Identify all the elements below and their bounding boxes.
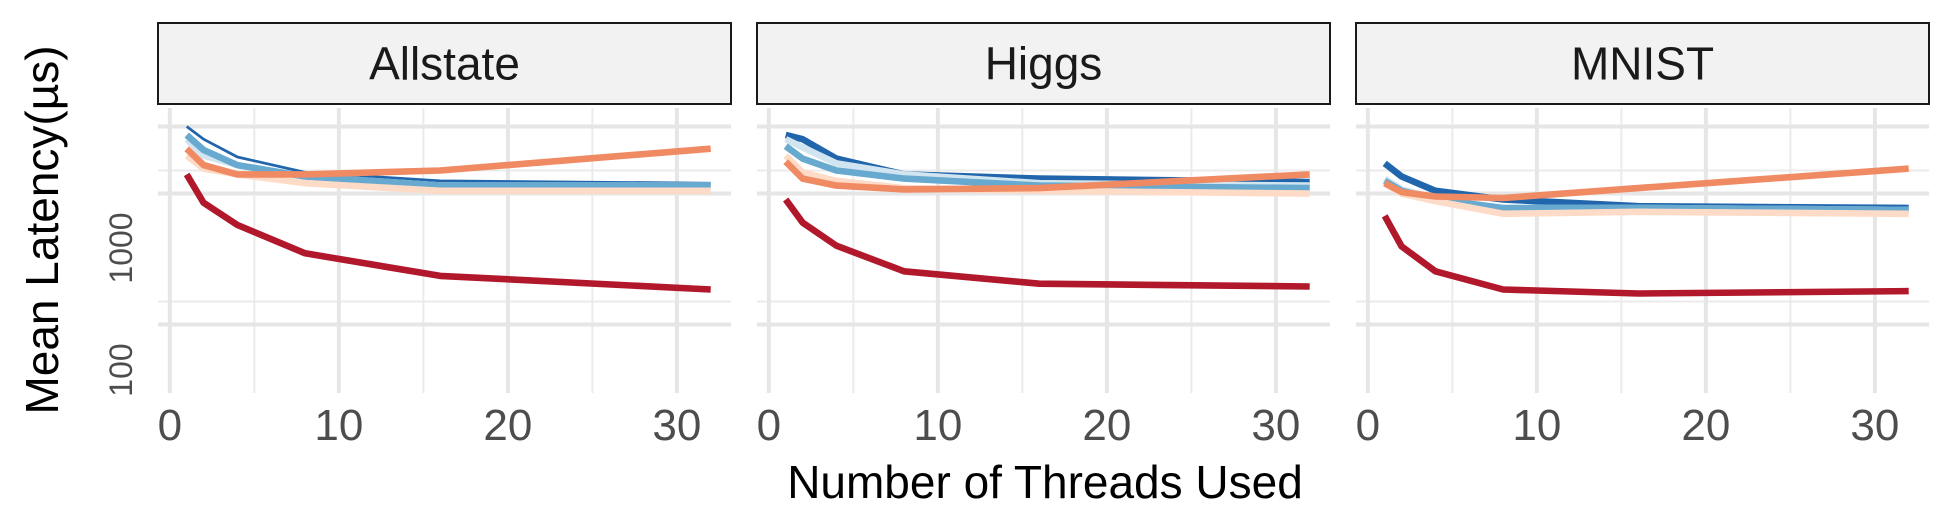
- x-tick-label: 20: [483, 401, 532, 450]
- facet-strip: [756, 22, 1331, 105]
- x-tick-label: 20: [1681, 401, 1730, 450]
- series-lines: [783, 131, 1310, 290]
- x-tick-label: 0: [1356, 401, 1380, 450]
- panel-mnist: MNIST 0 10 20 30: [1355, 22, 1930, 450]
- facet-strip: [157, 22, 732, 105]
- facet-strip: [1355, 22, 1930, 105]
- x-axis-title: Number of Threads Used: [787, 456, 1303, 508]
- y-axis-title: Mean Latency(µs): [16, 45, 68, 414]
- x-tick-label: 30: [1251, 401, 1300, 450]
- panel-higgs: Higgs 0 10 20 30: [756, 22, 1331, 450]
- series-line-5: [783, 159, 1310, 193]
- series-line-6: [1381, 214, 1909, 297]
- y-tick-label: 1000: [103, 212, 139, 283]
- x-tick-label: 10: [913, 401, 962, 450]
- series-lines: [1381, 160, 1909, 297]
- series-line-1: [185, 125, 711, 185]
- y-tick-labels: 100 1000: [103, 212, 139, 396]
- facet-strip-title: MNIST: [1571, 38, 1714, 90]
- x-tick-label: 10: [314, 401, 363, 450]
- x-tick-label: 0: [158, 401, 182, 450]
- panel-allstate: Allstate 0 10 20 30: [157, 22, 732, 450]
- x-tick-label: 30: [1850, 401, 1899, 450]
- x-tick-label: 10: [1512, 401, 1561, 450]
- series-line-5: [184, 145, 711, 178]
- series-line-6: [183, 172, 711, 293]
- series-line-6: [783, 197, 1310, 290]
- y-tick-label: 100: [103, 343, 139, 396]
- x-tick-labels: 0 10 20 30: [158, 401, 702, 450]
- series-lines: [183, 125, 711, 293]
- x-tick-label: 30: [652, 401, 701, 450]
- gridlines: [1356, 108, 1929, 393]
- x-tick-labels: 0 10 20 30: [1356, 401, 1900, 450]
- facet-strip-title: Higgs: [985, 38, 1103, 90]
- series-line-5: [1383, 165, 1909, 202]
- facet-panels: Allstate 0 10 20 30 Higgs 0 10 20 30 MNIST 0 10 20 30 1…: [103, 22, 1930, 450]
- series-line-3: [184, 132, 711, 189]
- x-tick-label: 0: [757, 401, 781, 450]
- x-tick-label: 20: [1082, 401, 1131, 450]
- facet-strip-title: Allstate: [369, 38, 520, 90]
- x-tick-labels: 0 10 20 30: [757, 401, 1301, 450]
